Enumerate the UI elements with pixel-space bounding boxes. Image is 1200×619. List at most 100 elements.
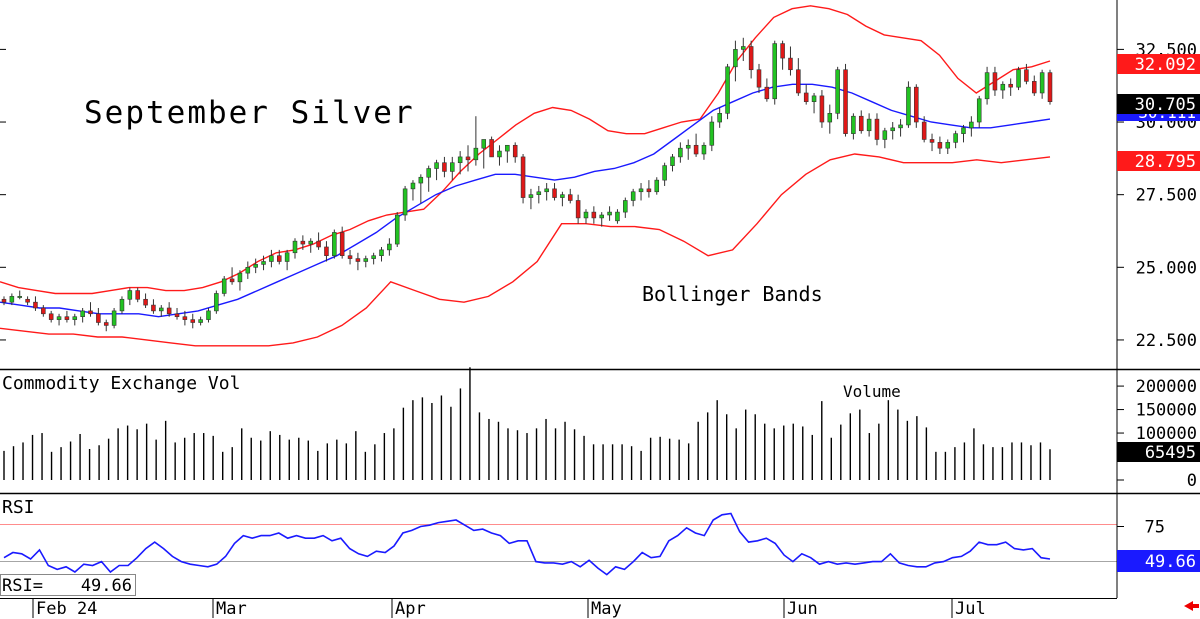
candle-body — [316, 240, 321, 248]
candle — [237, 270, 243, 291]
candle — [1032, 75, 1037, 96]
volume-tick-label: 150000 — [1136, 401, 1197, 421]
candle — [332, 229, 337, 259]
candle — [174, 307, 180, 320]
candle — [96, 307, 101, 326]
candle — [953, 130, 958, 149]
candle-body — [741, 46, 746, 50]
candle — [308, 238, 313, 253]
candle — [654, 177, 660, 195]
candle-body — [505, 144, 510, 152]
candle — [410, 180, 416, 201]
candle-body — [182, 316, 188, 320]
candle — [992, 66, 998, 96]
candle — [843, 63, 848, 137]
candle-body — [402, 188, 408, 216]
candle-body — [159, 307, 164, 312]
candle-body — [599, 214, 604, 219]
candle-body — [261, 261, 266, 265]
candle-body — [214, 293, 219, 312]
candle — [615, 209, 620, 224]
candle — [387, 238, 392, 256]
candle-body — [135, 290, 140, 300]
candle — [135, 287, 140, 303]
lower-band-line — [0, 153, 1051, 347]
candle — [646, 180, 652, 198]
candle-body — [418, 176, 424, 184]
candle — [536, 185, 542, 204]
candle-body — [1047, 72, 1053, 102]
candle-body — [166, 307, 172, 315]
candle — [945, 139, 951, 154]
scroll-left-arrow-icon[interactable] — [1184, 601, 1199, 611]
x-tick-label: Jun — [787, 599, 818, 619]
candle — [693, 133, 699, 157]
candle-body — [497, 150, 502, 158]
candle-body — [945, 142, 951, 149]
candle — [1047, 69, 1053, 105]
rsi-line — [3, 512, 1051, 576]
candle — [961, 124, 966, 143]
candle — [591, 206, 597, 224]
volume-y-axis: 200000 150000 100000 0 — [1117, 377, 1197, 491]
candle — [898, 119, 903, 137]
rsi-value-box: RSI= 49.66 — [0, 574, 136, 596]
candle — [72, 313, 78, 326]
candle — [465, 145, 471, 172]
candle-body — [103, 322, 109, 326]
candle — [741, 37, 746, 62]
candle-body — [623, 200, 628, 213]
candle — [64, 310, 70, 323]
candle — [229, 267, 235, 285]
candle — [316, 232, 321, 250]
candle-body — [615, 211, 620, 222]
candle-body — [819, 95, 825, 123]
candle-body — [591, 211, 597, 219]
candle-body — [347, 255, 353, 259]
volume-readout-box — [1117, 442, 1200, 462]
candle-body — [245, 267, 251, 274]
candle-body — [25, 298, 30, 303]
candle — [214, 290, 219, 314]
candle — [103, 319, 109, 332]
candle-body — [284, 252, 290, 262]
candle-body — [450, 162, 455, 172]
candle — [914, 84, 919, 128]
candle-body — [80, 310, 85, 318]
candle — [709, 116, 715, 152]
rsi-readout: 49.66 — [1117, 550, 1200, 572]
candle — [276, 249, 282, 265]
candle — [143, 293, 148, 308]
candle — [583, 209, 589, 224]
candle — [552, 183, 557, 201]
candle — [300, 235, 306, 250]
candle — [733, 40, 738, 82]
rsi-tick-label: 75 — [1145, 518, 1165, 538]
candle-body — [552, 188, 557, 198]
candle-body — [339, 232, 345, 256]
candle-body — [229, 278, 235, 283]
candle — [921, 116, 927, 143]
candle-body — [111, 310, 117, 326]
candle-body — [300, 240, 306, 245]
candle-body — [709, 121, 715, 146]
candle-body — [33, 301, 38, 309]
candle-body — [48, 313, 54, 320]
candle-body — [638, 188, 644, 193]
candle-body — [1008, 83, 1013, 88]
candle-body — [733, 49, 738, 68]
candle — [701, 142, 707, 160]
candle-body — [866, 118, 872, 132]
candle-body — [992, 72, 998, 91]
rsi-y-axis: 75 — [1117, 518, 1165, 538]
candle — [984, 66, 990, 105]
candle — [1, 296, 7, 306]
candle-body — [630, 191, 636, 201]
candle — [528, 188, 534, 210]
candlesticks — [1, 37, 1053, 332]
candle — [670, 153, 675, 172]
candle — [811, 92, 817, 114]
candle-body — [937, 142, 943, 149]
candle — [678, 142, 683, 163]
candle-body — [465, 156, 471, 161]
